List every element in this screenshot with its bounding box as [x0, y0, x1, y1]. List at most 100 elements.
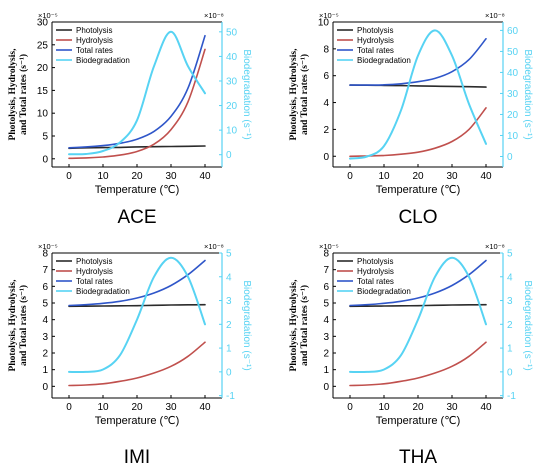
series-line-total-rates [68, 259, 206, 307]
chart-panel-imi: 0 10 20 30 40 0 1 2 3 4 5 6 7 8 -1 0 1 2 3 4 5 ×10⁻⁵ ×10⁻⁸ Temp… [8, 242, 252, 468]
y-tick-label: 2 [42, 349, 48, 360]
series-line-hydrolysis [349, 107, 487, 158]
legend-label: Photolysis [357, 257, 393, 266]
legend-label: Total rates [76, 277, 113, 286]
series-line-biodegradation [68, 30, 206, 156]
series-line-biodegradation [349, 256, 487, 374]
y-axis-title-line1: Photolysis, Hydrolysis, [289, 279, 299, 372]
panel-label: THA [399, 447, 437, 468]
y2-tick-label: 0 [226, 150, 232, 161]
y2-tick-label: 50 [226, 27, 238, 38]
left-axis-multiplier: ×10⁻⁵ [319, 11, 339, 20]
y2-tick-label: 10 [226, 126, 238, 137]
x-axis-title: Temperature (℃) [376, 415, 461, 427]
y-tick-label: 2 [323, 125, 329, 136]
y2-tick-label: 20 [507, 110, 519, 121]
x-tick-label: 40 [199, 171, 211, 182]
y2-tick-label: 50 [507, 47, 519, 58]
y2-tick-label: 4 [226, 272, 232, 283]
y2-tick-label: 0 [226, 367, 232, 378]
y2-tick-label: 0 [507, 367, 513, 378]
y-tick-label: 0 [42, 154, 48, 165]
y2-tick-label: 5 [507, 249, 513, 260]
x-tick-label: 20 [131, 171, 143, 182]
x-tick-label: 20 [131, 402, 143, 413]
y2-axis-title: Biodegradation (s⁻¹) [241, 280, 252, 370]
y-tick-label: 3 [42, 332, 48, 343]
y-tick-label: 6 [42, 282, 48, 293]
legend-label: Total rates [76, 46, 113, 55]
right-axis-multiplier: ×10⁻⁸ [485, 242, 505, 251]
panel-label: ACE [117, 207, 156, 228]
y2-tick-label: 3 [507, 296, 513, 307]
legend-label: Biodegradation [357, 287, 411, 296]
y-axis-title-line1: Photolysis, Hydrolysis, [289, 48, 299, 141]
y-tick-label: 3 [323, 332, 329, 343]
y2-tick-label: 40 [226, 52, 238, 63]
x-axis-title: Temperature (℃) [95, 415, 180, 427]
left-axis-multiplier: ×10⁻⁵ [38, 11, 58, 20]
y2-axis-title: Biodegradation (s⁻¹) [522, 280, 533, 370]
right-axis-multiplier: ×10⁻⁸ [204, 11, 224, 20]
left-axis-multiplier: ×10⁻⁵ [319, 242, 339, 251]
series-line-photolysis [349, 303, 487, 308]
x-tick-label: 20 [412, 171, 424, 182]
y-axis-title-line2: and Total rates (s⁻¹) [299, 285, 310, 366]
y-tick-label: 7 [323, 265, 329, 276]
legend-label: Photolysis [76, 257, 112, 266]
series-line-hydrolysis [68, 341, 206, 387]
x-tick-label: 40 [480, 402, 492, 413]
y-tick-label: 6 [323, 282, 329, 293]
y2-tick-label: 1 [507, 344, 513, 355]
series-line-hydrolysis [349, 341, 487, 387]
x-tick-label: 40 [199, 402, 211, 413]
legend-label: Biodegradation [357, 56, 411, 65]
y2-tick-label: 2 [507, 320, 513, 331]
panel-label: CLO [398, 207, 437, 228]
y-tick-label: 4 [323, 315, 329, 326]
y-tick-label: 7 [42, 265, 48, 276]
y-tick-label: 8 [323, 249, 329, 260]
y2-tick-label: 3 [226, 296, 232, 307]
x-tick-label: 0 [347, 402, 353, 413]
y2-tick-label: 4 [507, 272, 513, 283]
y2-axis-title: Biodegradation (s⁻¹) [522, 49, 533, 139]
right-axis-multiplier: ×10⁻⁸ [204, 242, 224, 251]
y2-axis-title: Biodegradation (s⁻¹) [241, 49, 252, 139]
chart-panel-clo: 0 10 20 30 40 0 2 4 6 8 10 0 10 20 30 40 50 60 ×10⁻⁵ ×10⁻⁸ T… [289, 11, 533, 228]
x-tick-label: 10 [97, 171, 109, 182]
series-line-hydrolysis [68, 48, 206, 160]
x-tick-label: 30 [446, 402, 458, 413]
chart-panel-tha: 0 10 20 30 40 0 1 2 3 4 5 6 7 8 -1 0 1 2 3 4 5 ×10⁻⁵ ×10⁻⁸ Temp… [289, 242, 533, 468]
x-tick-label: 30 [446, 171, 458, 182]
y-axis-title-line2: and Total rates (s⁻¹) [299, 54, 310, 135]
y-tick-label: 30 [37, 18, 49, 29]
y-axis-title-line1: Photolysis, Hydrolysis, [8, 279, 18, 372]
series-line-biodegradation [349, 29, 487, 160]
y-tick-label: 15 [37, 86, 49, 97]
x-tick-label: 10 [378, 402, 390, 413]
legend-label: Hydrolysis [76, 36, 113, 45]
y-tick-label: 0 [323, 382, 329, 393]
panel-label: IMI [124, 447, 150, 468]
y-tick-label: 4 [323, 98, 329, 109]
x-axis-title: Temperature (℃) [95, 184, 180, 196]
y2-tick-label: 30 [226, 76, 238, 87]
y-tick-label: 4 [42, 315, 48, 326]
y-tick-label: 10 [37, 109, 49, 120]
y-tick-label: 1 [323, 365, 329, 376]
legend-label: Biodegradation [76, 287, 130, 296]
legend-label: Total rates [357, 46, 394, 55]
y-axis-title-line2: and Total rates (s⁻¹) [18, 285, 29, 366]
left-axis-multiplier: ×10⁻⁵ [38, 242, 58, 251]
y-tick-label: 5 [42, 299, 48, 310]
y2-tick-label: 60 [507, 26, 519, 37]
y2-tick-label: 40 [507, 68, 519, 79]
y-axis-title-line1: Photolysis, Hydrolysis, [8, 48, 18, 141]
right-axis-multiplier: ×10⁻⁸ [485, 11, 505, 20]
y-tick-label: 5 [323, 299, 329, 310]
y2-tick-label: 2 [226, 320, 232, 331]
y-tick-label: 0 [323, 152, 329, 163]
series-line-photolysis [68, 145, 206, 150]
